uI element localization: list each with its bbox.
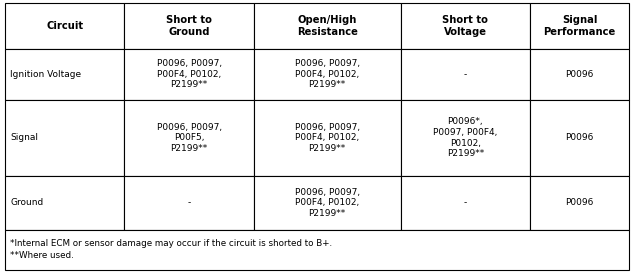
Text: *Internal ECM or sensor damage may occur if the circuit is shorted to B+.
**Wher: *Internal ECM or sensor damage may occur… <box>10 239 332 260</box>
Text: Short to
Ground: Short to Ground <box>166 15 212 37</box>
Bar <box>124 3 254 48</box>
Text: Signal
Performance: Signal Performance <box>543 15 616 37</box>
Text: P0096, P0097,
P00F4, P0102,
P2199**: P0096, P0097, P00F4, P0102, P2199** <box>157 59 222 89</box>
Text: P0096: P0096 <box>566 198 593 207</box>
Bar <box>254 3 401 48</box>
Bar <box>124 176 254 230</box>
Text: -: - <box>188 198 191 207</box>
Bar <box>530 100 629 176</box>
Bar <box>530 176 629 230</box>
Bar <box>401 3 530 48</box>
Text: P0096*,
P0097, P00F4,
P0102,
P2199**: P0096*, P0097, P00F4, P0102, P2199** <box>433 117 498 158</box>
Bar <box>530 48 629 100</box>
Text: P0096, P0097,
P00F4, P0102,
P2199**: P0096, P0097, P00F4, P0102, P2199** <box>295 188 359 218</box>
Bar <box>5 176 124 230</box>
Text: Signal: Signal <box>10 133 38 142</box>
Bar <box>401 48 530 100</box>
Text: Ignition Voltage: Ignition Voltage <box>10 70 81 79</box>
Text: Open/High
Resistance: Open/High Resistance <box>297 15 358 37</box>
Bar <box>401 176 530 230</box>
Bar <box>254 100 401 176</box>
Text: P0096, P0097,
P00F5,
P2199**: P0096, P0097, P00F5, P2199** <box>157 122 222 153</box>
Text: -: - <box>463 198 467 207</box>
Text: P0096, P0097,
P00F4, P0102,
P2199**: P0096, P0097, P00F4, P0102, P2199** <box>295 122 359 153</box>
Bar <box>5 230 629 270</box>
Text: Ground: Ground <box>10 198 43 207</box>
Text: -: - <box>463 70 467 79</box>
Bar <box>5 100 124 176</box>
Text: Circuit: Circuit <box>46 21 83 31</box>
Bar <box>5 48 124 100</box>
Text: P0096: P0096 <box>566 70 593 79</box>
Text: P0096, P0097,
P00F4, P0102,
P2199**: P0096, P0097, P00F4, P0102, P2199** <box>295 59 359 89</box>
Text: Short to
Voltage: Short to Voltage <box>443 15 488 37</box>
Bar <box>254 48 401 100</box>
Bar <box>401 100 530 176</box>
Bar <box>124 48 254 100</box>
Bar <box>254 176 401 230</box>
Bar <box>5 3 124 48</box>
Bar <box>530 3 629 48</box>
Text: P0096: P0096 <box>566 133 593 142</box>
Bar <box>124 100 254 176</box>
